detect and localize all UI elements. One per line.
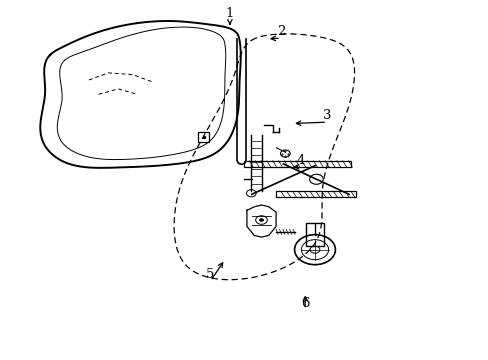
Text: 4: 4: [296, 154, 304, 167]
Bar: [305, 223, 323, 246]
Text: 3: 3: [322, 109, 331, 122]
Circle shape: [259, 218, 264, 222]
Text: 2: 2: [276, 25, 285, 38]
Text: 6: 6: [301, 297, 309, 310]
Bar: [198, 132, 208, 143]
Text: 1: 1: [225, 8, 234, 21]
Text: 5: 5: [206, 268, 214, 281]
Bar: [276, 192, 356, 197]
Bar: [244, 161, 351, 167]
